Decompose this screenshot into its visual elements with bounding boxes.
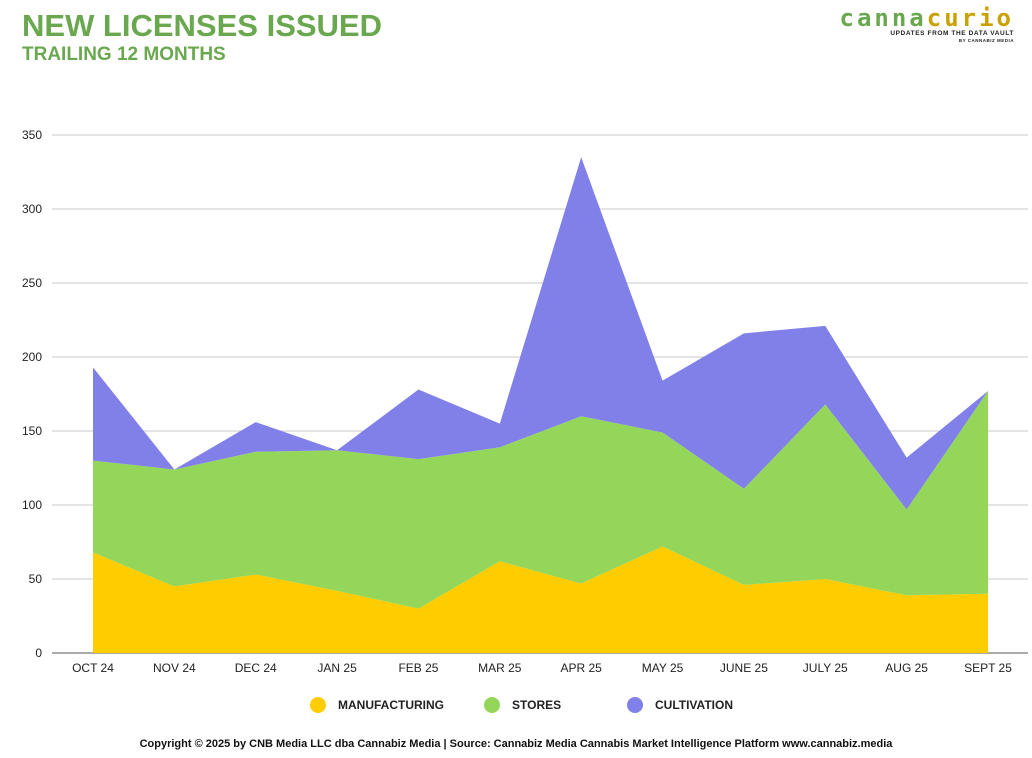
- legend-swatch-cultivation: [627, 697, 643, 713]
- logo-tagline: UPDATES FROM THE DATA VAULT: [890, 30, 1014, 37]
- area-stores: [93, 391, 988, 609]
- legend-label-manufacturing: MANUFACTURING: [338, 698, 444, 712]
- legend-item-manufacturing: MANUFACTURING: [310, 697, 444, 713]
- x-tick-label: NOV 24: [153, 661, 196, 675]
- logo-wordmark: cannacurio: [840, 6, 1015, 30]
- area-chart: 0 50 100 150 200 250 300 350 OCT 24 NOV 24 DEC 24 J…: [22, 128, 1028, 675]
- x-tick-label: DEC 24: [235, 661, 277, 675]
- legend-label-cultivation: CULTIVATION: [655, 698, 733, 712]
- y-tick-label: 250: [22, 276, 42, 290]
- area-cultivation: [93, 157, 988, 510]
- legend-item-stores: STORES: [484, 697, 561, 713]
- y-tick-label: 300: [22, 202, 42, 216]
- legend: MANUFACTURING STORES CULTIVATION: [0, 697, 1032, 717]
- y-tick-label: 200: [22, 350, 42, 364]
- legend-swatch-stores: [484, 697, 500, 713]
- x-tick-label: JUNE 25: [720, 661, 768, 675]
- x-tick-label: JAN 25: [317, 661, 357, 675]
- x-tick-label: AUG 25: [885, 661, 928, 675]
- chart-title: NEW LICENSES ISSUED: [22, 8, 382, 43]
- chart-subtitle: TRAILING 12 MONTHS: [22, 44, 226, 65]
- legend-swatch-manufacturing: [310, 697, 326, 713]
- y-tick-label: 100: [22, 498, 42, 512]
- x-tick-label: MAY 25: [642, 661, 684, 675]
- area-manufacturing: [93, 546, 988, 653]
- logo-byline: BY CANNABIZ MEDIA: [958, 38, 1014, 43]
- x-tick-label: MAR 25: [478, 661, 522, 675]
- legend-item-cultivation: CULTIVATION: [627, 697, 733, 713]
- x-tick-label: FEB 25: [398, 661, 438, 675]
- y-tick-label: 150: [22, 424, 42, 438]
- logo-word-part1: canna: [839, 4, 927, 32]
- x-tick-label: OCT 24: [72, 661, 114, 675]
- x-tick-label: SEPT 25: [964, 661, 1012, 675]
- cannacurio-logo: cannacurio UPDATES FROM THE DATA VAULT B…: [840, 6, 1015, 44]
- x-tick-label: APR 25: [561, 661, 603, 675]
- logo-word-part2: curio: [926, 4, 1014, 32]
- x-tick-label: JULY 25: [803, 661, 848, 675]
- copyright-footer: Copyright © 2025 by CNB Media LLC dba Ca…: [139, 738, 893, 750]
- y-tick-label: 50: [29, 572, 43, 586]
- legend-label-stores: STORES: [512, 698, 562, 712]
- y-tick-label: 0: [35, 646, 42, 660]
- y-tick-label: 350: [22, 128, 42, 142]
